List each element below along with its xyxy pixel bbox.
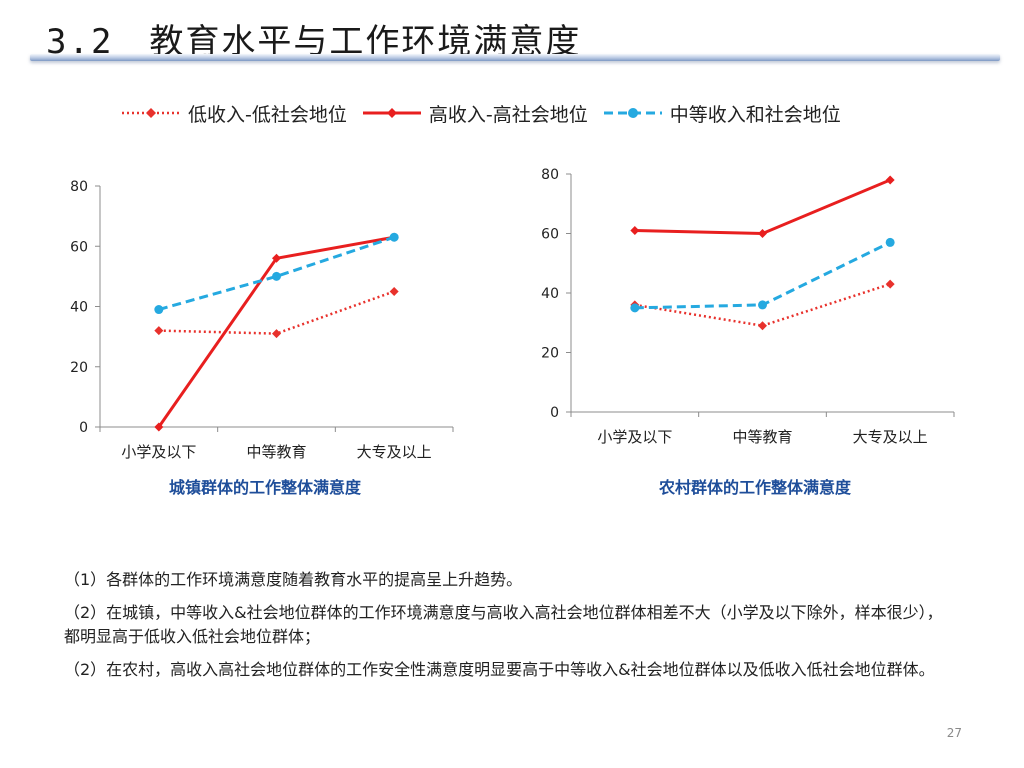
note-1: （1）各群体的工作环境满意度随着教育水平的提高呈上升趋势。 [64,570,523,589]
rural-y-tick-label: 20 [541,346,559,362]
rural-series-high-point [885,175,895,185]
urban-y-tick-label: 60 [70,239,88,255]
legend-label-middle: 中等收入和社会地位 [669,103,841,126]
rural-y-tick-label: 0 [550,405,559,421]
rural-x-tick-label: 中等教育 [732,428,792,446]
rural-series-middle-line [634,241,891,310]
rural-series-high-point [630,226,640,236]
rural-y-tick-label: 40 [541,286,559,302]
title-underline [30,54,1000,61]
rural-series-low-point [885,279,895,289]
notes-section: （1）各群体的工作环境满意度随着教育水平的提高呈上升趋势。 （2）在城镇，中等收… [64,568,954,691]
rural-x-tick-label: 大专及以上 [853,428,928,446]
note-2: （2）在城镇，中等收入&社会地位群体的工作环境满意度与高收入高社会地位群体相差不… [64,603,943,646]
legend-swatch-high [362,108,421,118]
rural-series-middle-point [758,300,767,310]
chart-legend: 低收入-低社会地位 高收入-高社会地位 中等收入和社会地位 [120,96,855,130]
legend-item-high: 高收入-高社会地位 [361,100,588,127]
rural-y-tick-label: 80 [541,167,559,183]
rural-series-high-line [634,178,891,235]
urban-chart: 0 20 40 60 80 小学及以下 中等教育 大专及以上 [70,179,454,461]
legend-item-low: 低收入-低社会地位 [120,100,347,127]
rural-y-tick-label: 60 [541,227,559,243]
urban-y-tick-label: 40 [70,300,88,316]
urban-series-middle-point [154,305,164,315]
urban-series-low-point [272,329,281,339]
rural-series-middle-point [630,303,640,313]
urban-chart-title: 城镇群体的工作整体满意度 [168,478,361,497]
rural-series-middle-point [885,237,895,247]
rural-series-high-point [758,229,767,238]
urban-series-low-point [154,326,164,336]
urban-x-tick-label: 大专及以上 [357,443,432,461]
legend-swatch-low [122,108,180,118]
legend-label-low: 低收入-低社会地位 [188,103,347,126]
page-number: 27 [946,726,962,740]
rural-x-tick-label: 小学及以下 [597,428,672,446]
urban-series-middle-point [272,271,281,281]
urban-y-tick-label: 0 [79,420,88,436]
legend-label-high: 高收入-高社会地位 [428,103,588,126]
urban-x-tick-label: 中等教育 [246,443,306,461]
urban-series-low-point [389,286,399,296]
urban-series-low-line [158,290,395,335]
urban-x-tick-label: 小学及以下 [121,443,196,461]
legend-item-middle: 中等收入和社会地位 [602,100,841,127]
rural-chart: 0 20 40 60 80 小学及以下 中等教育 大专及以上 [541,167,955,446]
legend-swatch-middle [603,108,662,118]
urban-series-middle-point [389,232,399,242]
urban-series-middle-line [158,235,395,311]
urban-y-tick-label: 80 [70,179,88,195]
rural-series-low-point [758,321,767,331]
note-3: （2）在农村，高收入高社会地位群体的工作安全性满意度明显要高于中等收入&社会地位… [64,660,935,679]
urban-y-tick-label: 20 [70,360,88,376]
rural-chart-title: 农村群体的工作整体满意度 [658,478,851,497]
urban-series-high-point [154,422,164,432]
